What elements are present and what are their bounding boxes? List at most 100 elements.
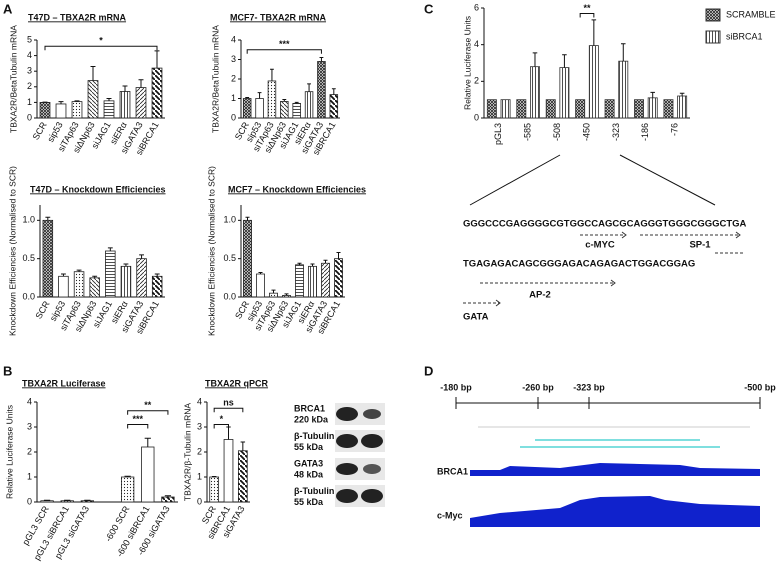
bar	[256, 273, 265, 298]
track-label: c-Myc	[437, 510, 463, 520]
error-bar	[532, 52, 538, 67]
bar	[618, 60, 629, 119]
sequence-line: GGGCCCGAGGGGCGTGGCCAGCGCAGGGTGGGCGGGCTGA	[463, 219, 747, 230]
error-bar	[138, 79, 144, 88]
bp-ruler	[455, 397, 761, 409]
y-axis-label: Relative Luciferase Units	[462, 16, 472, 110]
chart-title: TBXA2R Luciferase	[22, 378, 106, 388]
error-bar	[245, 216, 250, 221]
bar	[120, 476, 135, 503]
sequence-line: TGAGAGACAGCGGGAGACAGAGACTGGACGGAG	[463, 259, 695, 270]
error-bar	[310, 263, 315, 267]
x-tick-label: -508	[552, 123, 562, 141]
y-tick-label: 4	[27, 50, 32, 60]
site-label: c-MYC	[585, 240, 615, 251]
error-bar	[226, 426, 231, 440]
panel-label: D	[424, 363, 433, 378]
error-bar	[90, 66, 96, 81]
error-bar	[650, 91, 655, 98]
bar	[295, 264, 304, 298]
x-tick-label: -323	[611, 123, 621, 141]
bar	[120, 265, 132, 298]
cmyc-track	[470, 496, 760, 527]
error-bar	[245, 97, 250, 99]
bar	[634, 99, 644, 119]
error-bar	[271, 289, 276, 294]
chart: T47D – TBXA2R mRNA TBXA2R/BetaTubulin mRN…	[8, 12, 165, 157]
legend-label: SCRAMBLED	[726, 9, 776, 19]
significance-label: ns	[223, 398, 234, 408]
error-bar	[211, 476, 217, 477]
bar	[559, 67, 570, 119]
bar	[58, 275, 69, 298]
error-bar	[323, 259, 328, 264]
track-label: BRCA1	[437, 466, 468, 476]
error-bar	[294, 101, 299, 104]
significance-bracket	[213, 424, 229, 429]
y-tick-label: 4	[197, 396, 202, 406]
chart-title: T47D – Knockdown Efficiencies	[30, 184, 166, 194]
y-tick-label: 1	[27, 97, 32, 107]
bar	[80, 500, 95, 503]
bar	[308, 265, 317, 298]
y-axis-label: Relative Luciferase Units	[4, 405, 14, 499]
error-bar	[124, 475, 131, 477]
y-axis-label: TBXA2R/BetaTubulin mRNA	[8, 25, 18, 133]
error-bar	[336, 252, 341, 259]
blot-label: β-Tubulin	[294, 431, 334, 441]
y-tick-label: 1.0	[223, 215, 236, 225]
error-bar	[122, 85, 128, 92]
bar	[334, 258, 343, 298]
bar	[119, 91, 131, 119]
site-arrow	[463, 282, 615, 304]
significance-label: **	[144, 400, 152, 410]
error-bar	[144, 437, 151, 447]
legend-swatch	[705, 30, 721, 44]
x-tick-label: -186	[640, 123, 650, 141]
y-tick-label: 2	[27, 81, 32, 91]
chart-title: MCF7- TBXA2R mRNA	[230, 12, 327, 22]
significance-label: ***	[132, 414, 143, 424]
legend-label: siBRCA1	[726, 31, 763, 41]
bar	[55, 103, 67, 119]
bar	[87, 80, 99, 119]
blot-size: 55 kDa	[294, 497, 324, 507]
error-bar	[107, 247, 113, 251]
bar	[604, 99, 615, 119]
panel-label: A	[3, 1, 13, 16]
sequence-panel: GGGCCCGAGGGGCGTGGCCAGCGCAGGGTGGGCGGGCTGA…	[463, 154, 747, 323]
error-bar	[64, 499, 71, 501]
chart: T47D – Knockdown Efficiencies Knockdown E…	[7, 166, 165, 336]
y-tick-label: 0.5	[223, 253, 236, 263]
error-bar	[61, 273, 66, 277]
bar	[292, 102, 301, 119]
x-tick-label: -76	[670, 123, 680, 136]
bar	[242, 98, 252, 119]
site-label: SP-1	[689, 240, 711, 251]
error-bar	[284, 293, 289, 296]
bar	[151, 275, 163, 298]
error-bar	[282, 98, 287, 102]
bar	[329, 94, 339, 119]
y-tick-label: 0.0	[22, 291, 35, 301]
bp-label: -500 bp	[744, 382, 776, 392]
bar	[304, 91, 314, 119]
y-tick-label: 6	[474, 2, 479, 12]
error-bar	[591, 19, 597, 46]
bar	[39, 102, 51, 119]
error-bar	[43, 499, 51, 501]
error-bar	[164, 495, 172, 497]
significance-bracket	[246, 49, 322, 54]
y-tick-label: 1.0	[22, 215, 35, 225]
bar	[545, 99, 556, 119]
y-axis-label: Knockdown Efficiencies (Normalised to SC…	[206, 166, 216, 336]
western-blot	[335, 403, 385, 507]
error-bar	[297, 262, 302, 265]
y-tick-label: 3	[231, 54, 236, 64]
y-axis-label: TBXA2R/BetaTubulin mRNA	[210, 25, 220, 133]
bar	[136, 258, 147, 298]
error-bar	[139, 254, 144, 259]
